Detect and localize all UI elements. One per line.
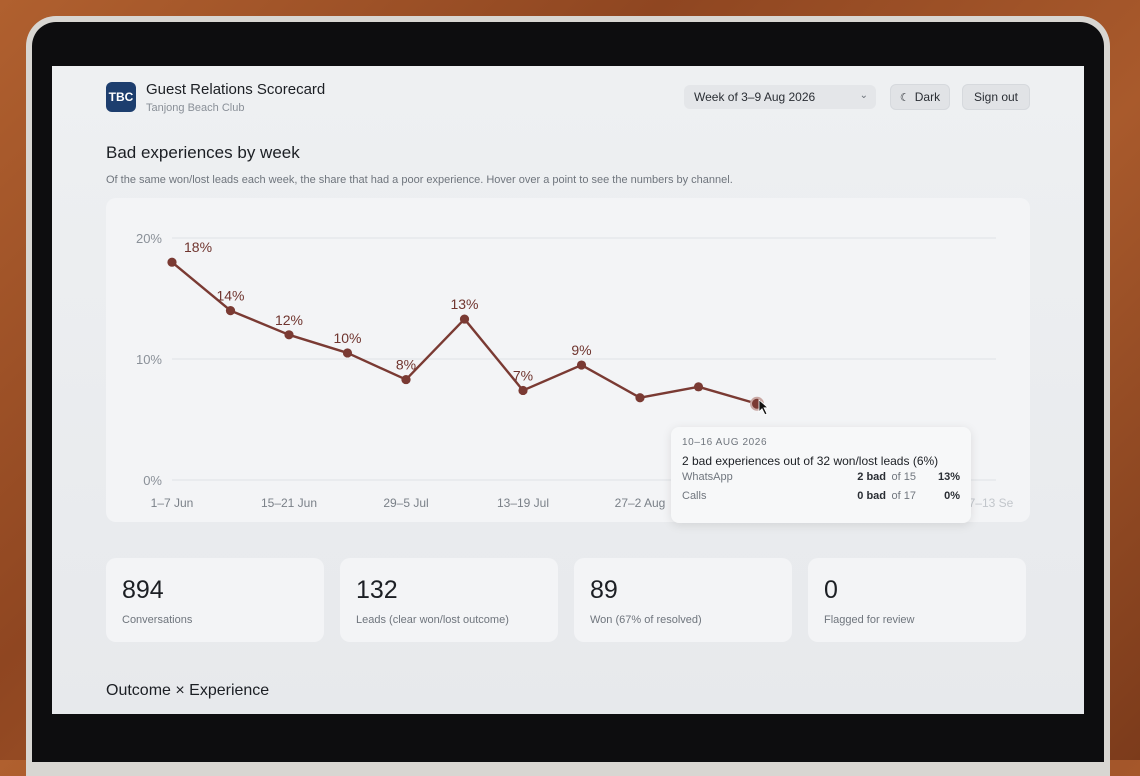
data-label: 9% bbox=[571, 342, 591, 358]
stat-card-flagged: 0 Flagged for review bbox=[808, 558, 1026, 642]
stat-card-conversations: 894 Conversations bbox=[106, 558, 324, 642]
data-label: 8% bbox=[396, 357, 416, 373]
app-screen: TBC Guest Relations Scorecard Tanjong Be… bbox=[52, 66, 1084, 714]
tooltip-summary: 2 bad experiences out of 32 won/lost lea… bbox=[682, 454, 939, 468]
series-line bbox=[171, 261, 758, 405]
chevron-down-icon: ⌄ bbox=[859, 90, 868, 101]
data-point bbox=[459, 314, 470, 324]
x-tick-label: 15–21 Jun bbox=[261, 496, 317, 510]
stat-value: 89 bbox=[590, 576, 618, 604]
tooltip-total: of 15 bbox=[891, 471, 916, 483]
stat-value: 0 bbox=[824, 576, 838, 604]
stat-label: Won (67% of resolved) bbox=[590, 614, 702, 626]
tooltip-total: of 17 bbox=[891, 490, 916, 502]
club-logo: TBC bbox=[106, 82, 136, 112]
cursor-icon bbox=[758, 398, 770, 416]
sign-out-button[interactable]: Sign out bbox=[962, 84, 1030, 110]
data-point bbox=[693, 382, 704, 392]
data-label: 10% bbox=[333, 330, 361, 346]
data-point bbox=[342, 348, 353, 358]
tooltip-date: 10–16 AUG 2026 bbox=[682, 437, 768, 448]
week-select[interactable]: Week of 3–9 Aug 2026 ⌄ bbox=[684, 85, 876, 109]
section-title: Bad experiences by week bbox=[106, 143, 300, 162]
section-description: Of the same won/lost leads each week, th… bbox=[106, 174, 733, 186]
moon-icon: ☾ bbox=[899, 91, 910, 104]
data-point bbox=[225, 306, 236, 316]
tooltip-channel: Calls bbox=[682, 490, 707, 502]
data-point bbox=[401, 374, 411, 385]
data-point bbox=[284, 330, 294, 340]
x-tick-label: 13–19 Jul bbox=[497, 496, 549, 510]
week-select-value: Week of 3–9 Aug 2026 bbox=[694, 90, 816, 104]
tooltip-row-calls: Calls 0 bad of 17 0% bbox=[682, 487, 960, 506]
data-point bbox=[518, 385, 528, 396]
tooltip-bad-count: 2 bad bbox=[857, 471, 886, 483]
bottom-bezel bbox=[32, 714, 1104, 760]
x-tick-label: 1–7 Jun bbox=[151, 496, 194, 510]
tooltip-channel: WhatsApp bbox=[682, 471, 733, 483]
x-tick-label: 29–5 Jul bbox=[383, 496, 428, 510]
stat-card-won: 89 Won (67% of resolved) bbox=[574, 558, 792, 642]
y-tick-label: 10% bbox=[136, 352, 162, 367]
tooltip-percent: 13% bbox=[937, 471, 960, 483]
chart-card: 20% 10% 0% 1–7 Jun 15–21 Jun 29–5 Jul 13–19 Ju… bbox=[106, 198, 1030, 523]
y-tick-label: 20% bbox=[136, 231, 162, 246]
stat-label: Conversations bbox=[122, 614, 193, 626]
outcome-experience-title: Outcome × Experience bbox=[106, 682, 270, 699]
stat-value: 132 bbox=[356, 576, 398, 604]
app-title: Guest Relations Scorecard bbox=[146, 81, 326, 98]
data-label: 18% bbox=[184, 239, 212, 255]
data-label: 12% bbox=[275, 312, 303, 328]
data-label: 7% bbox=[513, 367, 533, 383]
chart-tooltip: 10–16 AUG 2026 2 bad experiences out of … bbox=[671, 427, 971, 523]
data-point bbox=[576, 360, 587, 370]
x-tick-label: 27–2 Aug bbox=[615, 496, 666, 510]
stat-label: Leads (clear won/lost outcome) bbox=[356, 614, 509, 626]
stat-label: Flagged for review bbox=[824, 614, 915, 626]
stat-value: 894 bbox=[122, 576, 164, 604]
data-point bbox=[635, 393, 645, 403]
data-point bbox=[167, 257, 177, 267]
y-tick-label: 0% bbox=[143, 473, 162, 488]
dark-mode-button[interactable]: ☾ Dark bbox=[890, 84, 950, 110]
tooltip-percent: 0% bbox=[944, 490, 960, 502]
app-subtitle: Tanjong Beach Club bbox=[146, 102, 245, 114]
tooltip-bad-count: 0 bad bbox=[857, 490, 886, 502]
data-label: 13% bbox=[450, 296, 478, 312]
tooltip-row-whatsapp: WhatsApp 2 bad of 15 13% bbox=[682, 468, 960, 487]
x-tick-label: 7–13 Se bbox=[969, 496, 1014, 510]
data-label: 14% bbox=[216, 288, 244, 304]
stat-card-leads: 132 Leads (clear won/lost outcome) bbox=[340, 558, 558, 642]
dark-mode-label: Dark bbox=[914, 90, 941, 104]
